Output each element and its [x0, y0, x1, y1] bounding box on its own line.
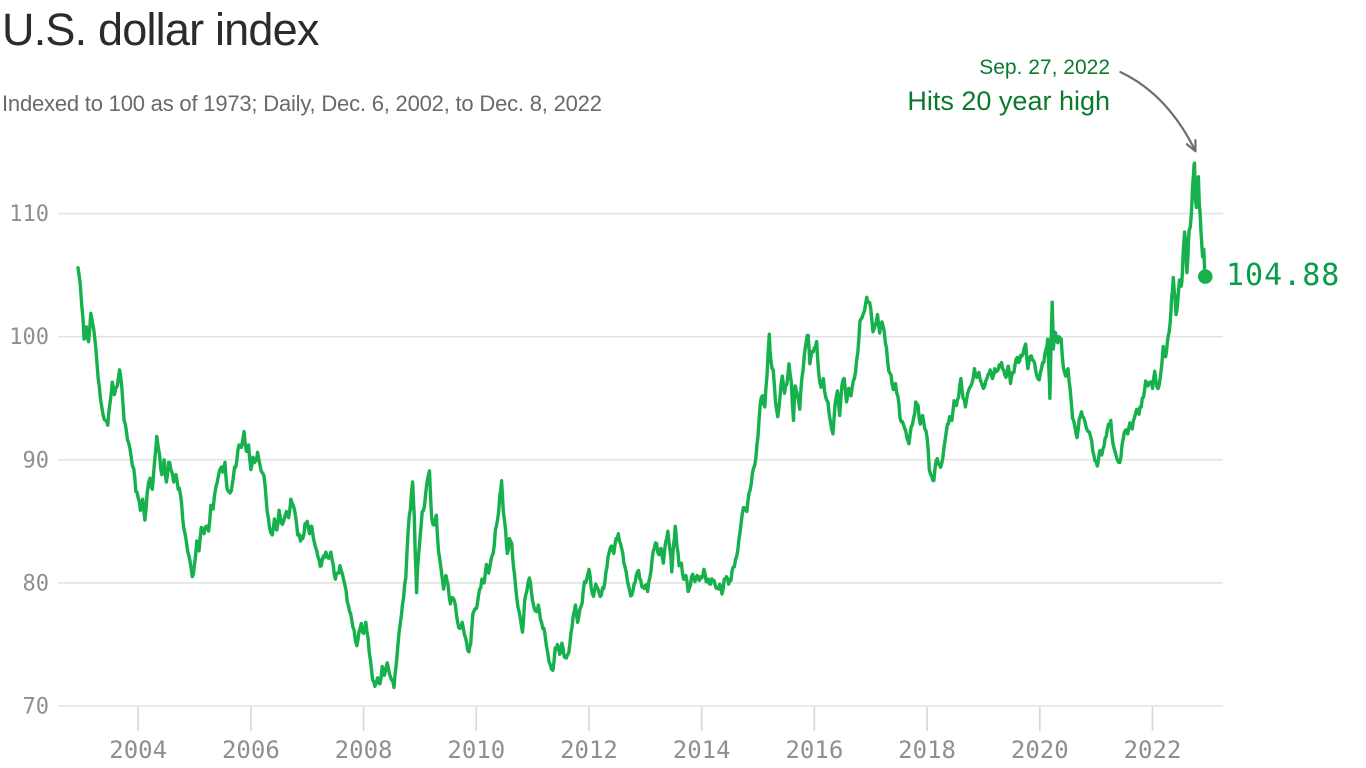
y-axis-label-110: 110	[9, 202, 49, 227]
chart-header: U.S. dollar index	[2, 4, 319, 56]
chart-subtitle: Indexed to 100 as of 1973; Daily, Dec. 6…	[2, 91, 602, 116]
peak-annotation: Sep. 27, 2022 Hits 20 year high	[907, 56, 1110, 116]
annotation-arrow	[1119, 71, 1197, 153]
end-value-label: 104.88	[1226, 258, 1341, 293]
x-axis-label-2018: 2018	[898, 736, 956, 764]
x-axis-label-2020: 2020	[1011, 736, 1069, 764]
annotation-date: Sep. 27, 2022	[979, 56, 1110, 79]
x-axis-label-2012: 2012	[560, 736, 618, 764]
end-point-dot	[1197, 269, 1213, 284]
annotation-arrowhead	[1185, 139, 1197, 153]
y-axis-label-100: 100	[9, 325, 49, 350]
y-axis-label-80: 80	[23, 571, 50, 596]
y-axis-label-70: 70	[23, 694, 50, 719]
dollar-index-line	[76, 161, 1207, 690]
annotation-label: Hits 20 year high	[907, 86, 1110, 116]
page-title: U.S. dollar index	[2, 4, 319, 55]
x-axis-label-2010: 2010	[447, 736, 505, 764]
x-axis-label-2016: 2016	[785, 736, 843, 764]
x-axis-label-2022: 2022	[1124, 736, 1182, 764]
y-axis-label-90: 90	[23, 448, 50, 473]
x-axis-label-2014: 2014	[673, 736, 731, 764]
x-axis-label-2006: 2006	[222, 736, 280, 764]
x-axis-label-2008: 2008	[335, 736, 393, 764]
x-axis-label-2004: 2004	[109, 736, 167, 764]
